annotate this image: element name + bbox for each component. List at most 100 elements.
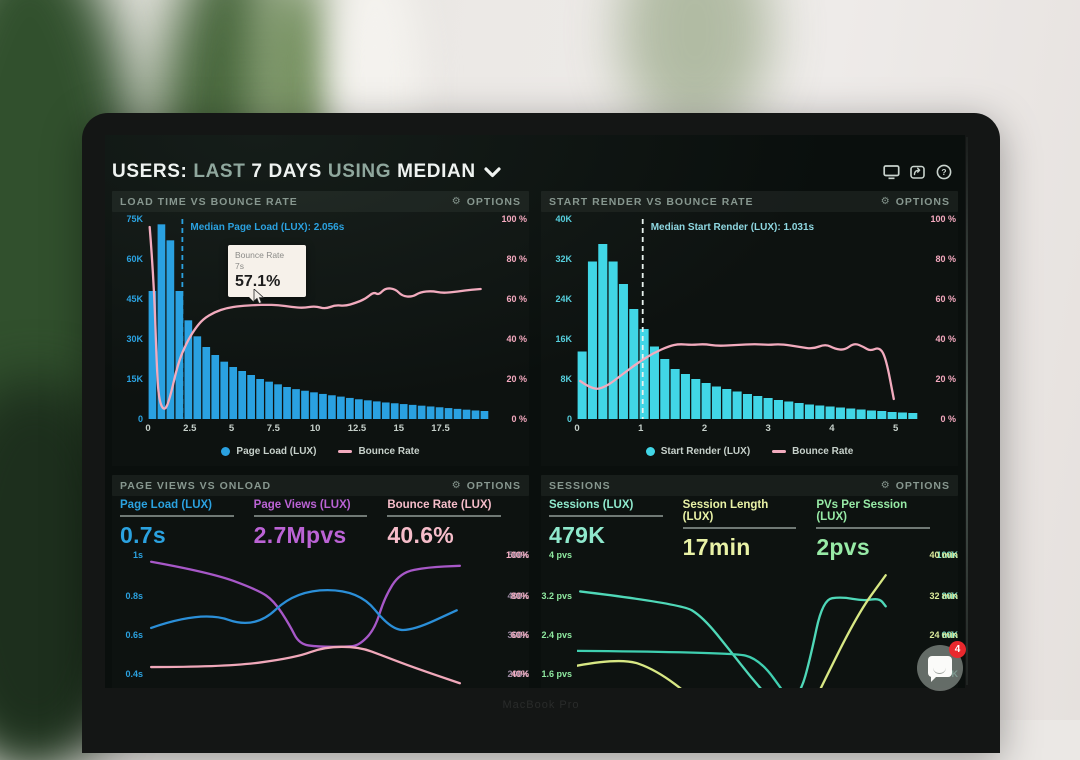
bar[interactable]	[373, 401, 381, 419]
help-icon[interactable]: ?	[936, 164, 952, 180]
bar[interactable]	[908, 413, 917, 419]
y-axis-tick: 80%	[495, 591, 529, 601]
bar[interactable]	[337, 397, 345, 419]
bar[interactable]	[310, 392, 318, 419]
chevron-down-icon[interactable]	[484, 167, 501, 178]
bar[interactable]	[328, 395, 336, 419]
bar[interactable]	[671, 369, 680, 419]
bar[interactable]	[774, 400, 783, 419]
bar[interactable]	[391, 403, 399, 419]
bar[interactable]	[202, 347, 210, 419]
chat-launcher-button[interactable]: 4	[917, 645, 963, 691]
bar[interactable]	[722, 389, 731, 419]
legend-item[interactable]: Start Render (LUX)	[646, 446, 750, 457]
bar[interactable]	[836, 408, 845, 420]
bar[interactable]	[712, 387, 721, 420]
bar[interactable]	[211, 355, 219, 419]
bar[interactable]	[826, 407, 835, 420]
bar[interactable]	[292, 389, 300, 419]
bar[interactable]	[256, 379, 264, 419]
bar[interactable]	[229, 367, 237, 419]
display-icon[interactable]	[883, 164, 900, 180]
bar[interactable]	[409, 405, 417, 419]
bar[interactable]	[220, 362, 228, 419]
share-icon[interactable]	[910, 164, 926, 180]
bar[interactable]	[418, 406, 426, 419]
bar[interactable]	[733, 392, 742, 420]
bar[interactable]	[355, 399, 363, 419]
bar[interactable]	[193, 336, 201, 419]
bar[interactable]	[702, 383, 711, 419]
bar[interactable]	[247, 375, 255, 419]
panel-header: SESSIONS ⚙OPTIONS	[541, 475, 958, 496]
bar[interactable]	[364, 400, 372, 419]
bar[interactable]	[274, 384, 282, 419]
y-axis-tick: 0 %	[511, 414, 527, 424]
bar[interactable]	[598, 244, 607, 419]
x-axis-tick: 15	[393, 423, 404, 434]
bar[interactable]	[436, 407, 444, 419]
y-axis-tick: 1.6 pvs	[541, 669, 572, 679]
bar[interactable]	[445, 408, 453, 419]
trend-line[interactable]	[577, 651, 798, 688]
bar[interactable]	[795, 403, 804, 419]
bar[interactable]	[867, 411, 876, 420]
bar[interactable]	[691, 379, 700, 419]
bar[interactable]	[346, 398, 354, 419]
bar[interactable]	[857, 410, 866, 420]
title-segment: USING	[328, 161, 391, 182]
bar[interactable]	[877, 411, 886, 419]
bar[interactable]	[743, 394, 752, 419]
options-button[interactable]: ⚙OPTIONS	[881, 480, 950, 492]
trend-line[interactable]	[577, 575, 886, 688]
bar[interactable]	[681, 374, 690, 419]
bar[interactable]	[283, 387, 291, 419]
bar[interactable]	[815, 406, 824, 420]
bar[interactable]	[382, 402, 390, 419]
legend-item[interactable]: Bounce Rate	[772, 446, 853, 457]
options-button[interactable]: ⚙OPTIONS	[881, 196, 950, 208]
trend-line[interactable]	[151, 647, 460, 683]
gear-icon: ⚙	[452, 197, 462, 207]
bar[interactable]	[238, 371, 246, 419]
bar[interactable]	[463, 410, 471, 419]
tooltip-value: 57.1%	[235, 273, 299, 291]
bar[interactable]	[764, 398, 773, 419]
bar[interactable]	[660, 359, 669, 419]
bar[interactable]	[301, 391, 309, 419]
bar[interactable]	[319, 394, 327, 419]
panel-title: PAGE VIEWS VS ONLOAD	[120, 480, 271, 492]
options-button[interactable]: ⚙OPTIONS	[452, 480, 521, 492]
panel-start-render-vs-bounce-rate: START RENDER VS BOUNCE RATE ⚙OPTIONS 40K…	[541, 191, 958, 466]
bar[interactable]	[454, 409, 462, 419]
bar[interactable]	[588, 262, 597, 420]
bar[interactable]	[619, 284, 628, 419]
bar[interactable]	[784, 402, 793, 420]
bar[interactable]	[400, 404, 408, 419]
x-axis-tick: 5	[893, 423, 898, 434]
bar[interactable]	[472, 410, 480, 419]
legend-item[interactable]: Bounce Rate	[338, 446, 419, 457]
bar[interactable]	[898, 413, 907, 420]
bar[interactable]	[650, 347, 659, 420]
bar[interactable]	[265, 382, 273, 419]
bar[interactable]	[609, 262, 618, 420]
bar[interactable]	[888, 412, 897, 419]
trend-line[interactable]	[151, 590, 457, 630]
y-axis-right: 100 %80 %60 %40 %20 %0 %	[918, 219, 958, 419]
legend-item[interactable]: Page Load (LUX)	[221, 446, 316, 457]
bar[interactable]	[846, 409, 855, 420]
trend-line[interactable]	[151, 562, 460, 647]
bar[interactable]	[805, 405, 814, 420]
bar[interactable]	[427, 406, 435, 419]
bar[interactable]	[481, 411, 489, 419]
options-button[interactable]: ⚙OPTIONS	[452, 196, 521, 208]
bar[interactable]	[753, 396, 762, 419]
bar[interactable]	[640, 329, 649, 419]
trend-line[interactable]	[580, 591, 886, 688]
